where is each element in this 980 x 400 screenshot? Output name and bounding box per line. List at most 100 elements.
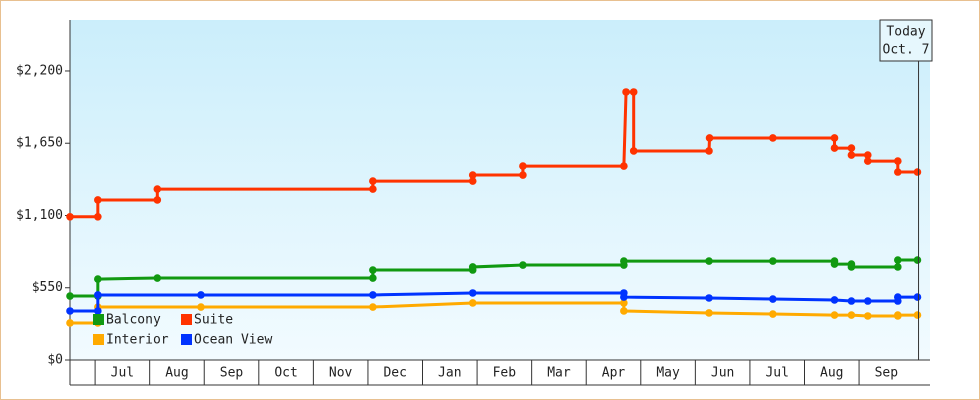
point: [369, 266, 377, 274]
point: [153, 274, 162, 282]
x-tick-label: Jul: [111, 366, 134, 381]
point: [894, 256, 902, 264]
point: [705, 294, 713, 302]
point: [705, 309, 713, 317]
x-tick-label: Aug: [820, 366, 843, 381]
point: [830, 260, 839, 268]
point: [468, 177, 477, 185]
y-tick-label: $550: [32, 280, 63, 295]
legend-swatch: [181, 314, 192, 325]
point: [153, 185, 162, 193]
point: [913, 311, 922, 319]
point: [197, 303, 205, 311]
point: [468, 299, 477, 307]
point: [94, 275, 102, 283]
legend-swatch: [93, 334, 104, 345]
point: [830, 296, 839, 304]
point: [519, 261, 527, 269]
point: [620, 293, 628, 301]
point: [468, 263, 477, 271]
legend-label: Ocean View: [194, 333, 272, 348]
point: [153, 196, 162, 204]
point: [468, 289, 477, 297]
y-tick-label: $1,650: [16, 136, 63, 151]
legend-label: Balcony: [106, 313, 161, 328]
point: [847, 144, 856, 152]
x-tick-label: Aug: [165, 366, 188, 381]
point: [863, 157, 872, 165]
today-label: Oct. 7: [883, 43, 930, 58]
point: [519, 171, 527, 179]
point: [622, 88, 630, 96]
point: [705, 134, 714, 142]
point: [369, 303, 377, 311]
x-tick-label: Mar: [547, 366, 571, 381]
point: [863, 297, 872, 305]
x-tick-label: Apr: [602, 366, 626, 381]
point: [894, 311, 902, 319]
y-tick-label: $0: [47, 353, 63, 368]
point: [847, 297, 856, 305]
x-tick-label: Oct: [274, 366, 297, 381]
point: [519, 162, 527, 170]
point: [629, 88, 638, 96]
x-tick-label: Sep: [220, 366, 244, 381]
series-line: [70, 291, 918, 313]
point: [705, 147, 713, 155]
point: [894, 168, 902, 176]
point: [847, 311, 856, 319]
series-line: [70, 301, 918, 325]
point: [830, 311, 839, 319]
x-tick-label: Jul: [765, 366, 788, 381]
point: [620, 299, 628, 307]
point: [620, 307, 628, 315]
point: [620, 257, 628, 265]
point: [369, 291, 377, 299]
legend-swatch: [181, 334, 192, 345]
point: [769, 295, 777, 303]
x-tick-label: Jan: [438, 366, 461, 381]
x-tick-label: Feb: [493, 366, 517, 381]
point: [66, 307, 74, 315]
legend-swatch: [93, 314, 104, 325]
point: [197, 291, 205, 299]
point: [830, 134, 839, 142]
point: [913, 293, 922, 301]
point: [94, 213, 102, 221]
point: [66, 319, 74, 327]
legend-label: Suite: [194, 313, 233, 328]
point: [369, 177, 377, 185]
legend-label: Interior: [106, 333, 169, 348]
point: [863, 151, 872, 159]
x-tick-label: Dec: [383, 366, 406, 381]
x-tick-label: Sep: [875, 366, 899, 381]
point: [369, 274, 377, 282]
today-box: [879, 19, 933, 62]
point: [94, 291, 102, 299]
point: [913, 168, 922, 176]
point: [66, 292, 74, 300]
point: [769, 134, 777, 142]
x-tick-label: Nov: [329, 366, 353, 381]
point: [66, 213, 74, 221]
point: [894, 157, 902, 165]
point: [94, 307, 102, 315]
y-tick-label: $1,100: [16, 208, 63, 223]
point: [94, 196, 102, 204]
point: [705, 257, 713, 265]
point: [769, 310, 777, 318]
point: [769, 257, 777, 265]
point: [620, 162, 628, 170]
point: [629, 147, 638, 155]
point: [369, 185, 377, 193]
point: [830, 144, 839, 152]
point: [894, 293, 902, 301]
point: [847, 151, 856, 159]
point: [894, 263, 902, 271]
point: [468, 171, 477, 179]
x-tick-label: May: [656, 366, 680, 381]
point: [847, 263, 856, 271]
point: [913, 256, 922, 264]
